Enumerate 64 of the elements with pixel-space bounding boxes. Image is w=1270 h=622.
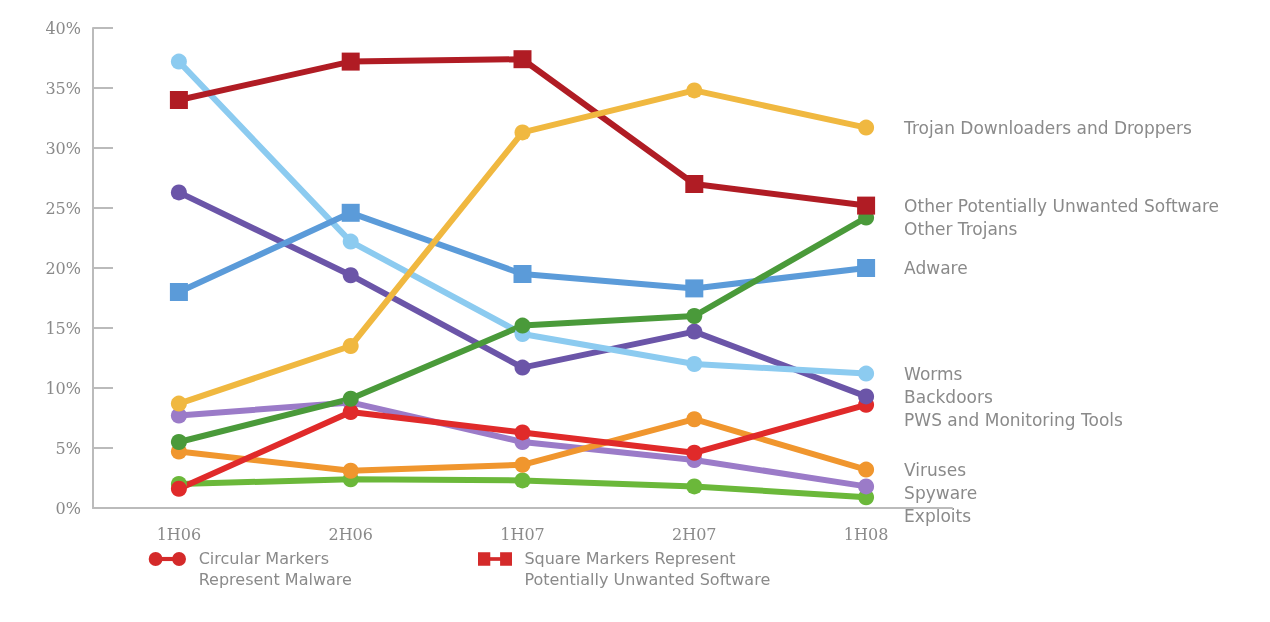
y-tick-label: 25%: [45, 198, 81, 218]
y-tick-label: 30%: [45, 138, 81, 158]
point: [686, 356, 703, 372]
series-label: Other Trojans: [904, 218, 1018, 239]
series-label: Adware: [904, 258, 968, 278]
point: [685, 279, 704, 298]
point: [513, 265, 532, 283]
text: Square Markers Represent Potentially Unwanted Software: [524, 548, 772, 590]
point: [686, 308, 703, 324]
point: [170, 434, 187, 450]
series-label: Viruses: [904, 459, 967, 480]
point: [342, 338, 359, 354]
point: [514, 124, 531, 141]
point: [858, 119, 875, 136]
point: [514, 359, 531, 376]
y-tick-label: 20%: [45, 258, 81, 278]
series-label: Backdoors: [904, 386, 993, 407]
point: [686, 478, 703, 495]
x-tick-label: 1H06: [156, 524, 202, 544]
point: [686, 411, 703, 428]
point: [514, 456, 531, 473]
point: [858, 388, 875, 405]
point: [342, 267, 359, 284]
point: [170, 184, 187, 201]
x-tick-label: 2H06: [328, 524, 373, 544]
point: [341, 203, 360, 222]
y-tick-label: 15%: [45, 318, 81, 338]
x-tick-label: 1H07: [500, 524, 545, 544]
point: [170, 395, 187, 412]
point: [685, 175, 704, 193]
point: [342, 462, 359, 479]
y-tick-label: 40%: [45, 18, 81, 38]
point: [170, 480, 187, 497]
text: Circular Markers Represent Malware: [198, 548, 353, 590]
x-tick-label: 1H08: [843, 524, 889, 544]
y-tick-label: 35%: [45, 78, 81, 98]
point: [686, 323, 703, 340]
point: [341, 52, 360, 71]
point: [858, 461, 875, 478]
y-tick-label: 0%: [55, 498, 81, 518]
series-label: PWS and Monitoring Tools: [904, 409, 1124, 430]
point: [169, 283, 188, 301]
point: [342, 233, 359, 250]
series-label: Worms: [904, 363, 963, 384]
point: [686, 444, 703, 461]
series-label: Exploits: [904, 505, 972, 526]
point: [514, 317, 531, 334]
y-tick-label: 10%: [45, 378, 81, 398]
point: [169, 91, 188, 109]
point: [857, 259, 876, 277]
point: [686, 82, 703, 99]
point: [857, 196, 876, 215]
point: [514, 424, 531, 441]
x-tick-label: 2H07: [672, 524, 717, 544]
y-tick-label: 5%: [55, 438, 81, 458]
series-label: Other Potentially Unwanted Software: [904, 195, 1220, 216]
point: [513, 50, 532, 69]
series-label: Spyware: [904, 482, 978, 503]
point: [342, 390, 359, 407]
point: [514, 472, 531, 489]
point: [170, 53, 187, 70]
series-label: Trojan Downloaders and Droppers: [903, 117, 1193, 138]
point: [858, 478, 875, 495]
point: [858, 365, 875, 382]
